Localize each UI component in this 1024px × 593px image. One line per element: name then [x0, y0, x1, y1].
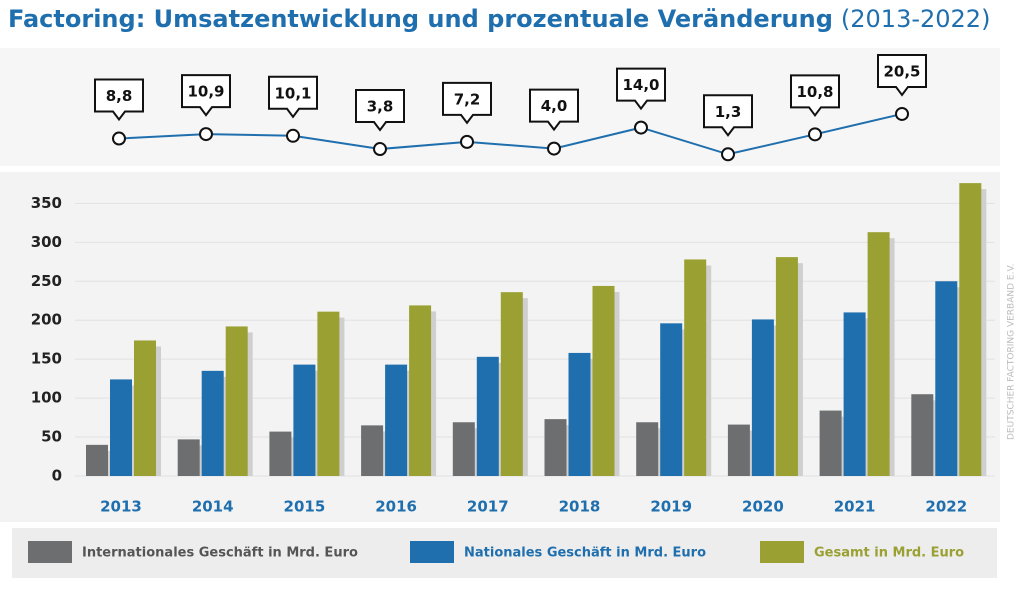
label-box [181, 74, 231, 117]
line-point [547, 141, 561, 156]
label-box [877, 53, 927, 97]
y-tick-label: 100 [31, 389, 62, 407]
bar [544, 419, 567, 476]
bar [225, 326, 248, 476]
bar [500, 292, 523, 476]
y-tick-label: 0 [52, 467, 62, 485]
y-tick-label: 250 [31, 272, 62, 290]
y-tick-label: 300 [31, 233, 62, 251]
x-tick-label: 2018 [559, 498, 601, 516]
bar [751, 319, 774, 476]
y-tick-label: 350 [31, 194, 62, 212]
data-label: 4,0 [541, 97, 568, 115]
bar [293, 364, 316, 476]
bar [636, 422, 659, 476]
bar [592, 285, 615, 476]
bar [476, 356, 499, 476]
legend-label: Internationales Geschäft in Mrd. Euro [82, 546, 358, 561]
data-label: 10,9 [187, 83, 224, 101]
label-box [442, 81, 492, 125]
data-label: 10,8 [796, 83, 833, 101]
bar [269, 431, 292, 476]
data-label: 3,8 [367, 98, 394, 116]
data-label: 20,5 [883, 62, 920, 80]
data-label: 8,8 [106, 87, 133, 105]
label-box [616, 67, 666, 111]
bar [660, 323, 683, 476]
line-point [808, 127, 822, 142]
x-tick-label: 2016 [375, 498, 417, 516]
x-tick-label: 2020 [742, 498, 784, 516]
x-tick-label: 2017 [467, 498, 509, 516]
line-point [286, 128, 300, 143]
bar [201, 370, 224, 476]
bar [959, 183, 982, 476]
legend-label: Nationales Geschäft in Mrd. Euro [464, 546, 706, 561]
bar [177, 439, 200, 476]
bar [86, 444, 108, 476]
bar [911, 394, 934, 476]
x-tick-label: 2022 [925, 498, 967, 516]
bar [317, 311, 340, 476]
legend-label: Gesamt in Mrd. Euro [814, 546, 964, 561]
x-tick-label: 2021 [834, 498, 876, 516]
line-point [634, 120, 648, 135]
y-tick-label: 150 [31, 350, 62, 368]
line-point [373, 142, 387, 157]
line-point [895, 106, 909, 121]
x-tick-label: 2013 [100, 498, 142, 516]
bar [727, 424, 750, 476]
bar [452, 422, 475, 476]
bar [568, 352, 591, 476]
bar [684, 259, 707, 476]
bar [110, 379, 132, 476]
data-label: 7,2 [454, 90, 481, 108]
line-point [112, 131, 126, 146]
label-box [703, 94, 753, 137]
x-tick-label: 2015 [284, 498, 326, 516]
legend-swatch [410, 541, 454, 563]
y-tick-label: 50 [41, 428, 62, 446]
label-box [94, 78, 144, 122]
chart-title: Factoring: Umsatzentwicklung und prozent… [8, 5, 833, 33]
legend-swatch [760, 541, 804, 563]
legend-swatch [28, 541, 72, 563]
data-label: 10,1 [274, 84, 311, 102]
line [118, 112, 903, 156]
bar [409, 305, 432, 476]
data-label: 14,0 [622, 76, 659, 94]
bar [935, 281, 958, 476]
bar [843, 312, 866, 476]
line-point [721, 147, 735, 162]
bar [134, 340, 156, 476]
bar [775, 257, 798, 476]
label-box [268, 75, 318, 119]
label-box [355, 89, 405, 132]
x-tick-label: 2019 [650, 498, 692, 516]
label-box [790, 74, 840, 117]
chart-subtitle: (2013-2022) [841, 5, 991, 33]
bar [819, 410, 842, 476]
bar [385, 364, 408, 476]
line-panel [0, 48, 1000, 166]
label-box [529, 88, 579, 132]
data-label: 1,3 [715, 103, 742, 121]
bar [361, 425, 384, 476]
line-point [460, 134, 474, 149]
legend-panel [12, 528, 997, 578]
line-point [199, 127, 213, 142]
x-tick-label: 2014 [192, 498, 234, 516]
bar [867, 232, 890, 476]
source: DEUTSCHER FACTORING VERBAND E.V. [1007, 264, 1017, 440]
y-tick-label: 200 [31, 311, 62, 329]
